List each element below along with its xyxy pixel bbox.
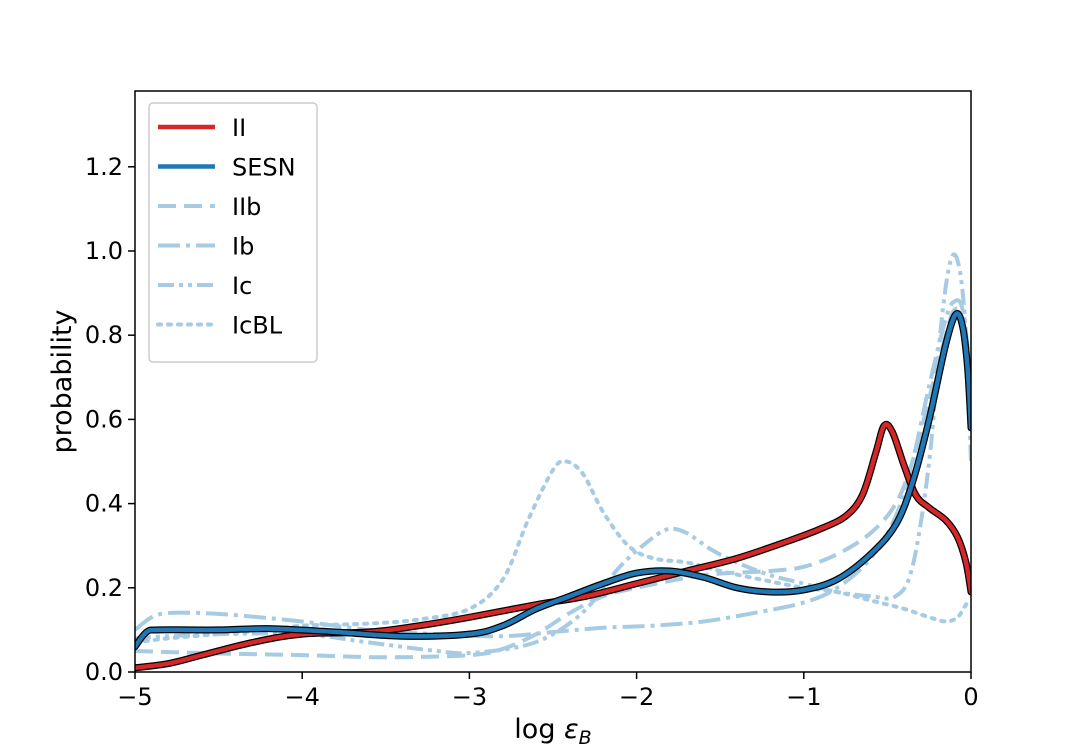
series-ib-line: [135, 298, 971, 639]
x-tick-label: −3: [452, 683, 487, 711]
y-tick-label: 0.4: [85, 490, 123, 518]
legend-label-sesn: SESN: [232, 154, 296, 182]
plot-frame: [134, 90, 972, 673]
legend-item-iib: IIb: [158, 193, 261, 221]
axes-layer: −5 −4 −3 −2 −1 0 0.0 0.2 0.4 0.6 0.8 1.0 1.2 log εB pr…: [47, 90, 979, 749]
x-tick-label: 0: [963, 683, 978, 711]
legend-label-iib: IIb: [232, 193, 261, 221]
series-sesn-outline: [135, 310, 971, 651]
legend-label-ic: Ic: [232, 272, 252, 300]
x-tick-label: −5: [117, 683, 152, 711]
x-axis-label: log εB: [514, 714, 591, 749]
legend-item-sesn: SESN: [158, 154, 296, 182]
legend-item-ib: Ib: [158, 233, 254, 261]
legend-item-ii: II: [158, 114, 246, 142]
series-icbl-line: [135, 459, 971, 645]
y-tick-label: 0.2: [85, 574, 123, 602]
x-tick-label: −2: [619, 683, 654, 711]
series-layer: [135, 252, 971, 672]
y-tick-label: 1.0: [85, 237, 123, 265]
x-tick-label: −4: [285, 683, 320, 711]
legend-item-ic: Ic: [158, 272, 252, 300]
series-sesn-line: [135, 311, 971, 649]
legend-label-icbl: IcBL: [232, 312, 283, 340]
legend: II SESN IIb Ib Ic IcBL: [148, 102, 318, 363]
y-tick-label: 1.2: [85, 153, 123, 181]
series-ic-line: [135, 252, 971, 656]
y-tick-label: 0.0: [85, 658, 123, 686]
legend-label-ii: II: [232, 114, 246, 142]
x-tick-label: −1: [786, 683, 821, 711]
y-axis-label: probability: [47, 309, 78, 453]
y-tick-label: 0.8: [85, 321, 123, 349]
legend-item-icbl: IcBL: [156, 312, 283, 340]
y-tick-label: 0.6: [85, 405, 123, 433]
legend-label-ib: Ib: [232, 233, 254, 261]
